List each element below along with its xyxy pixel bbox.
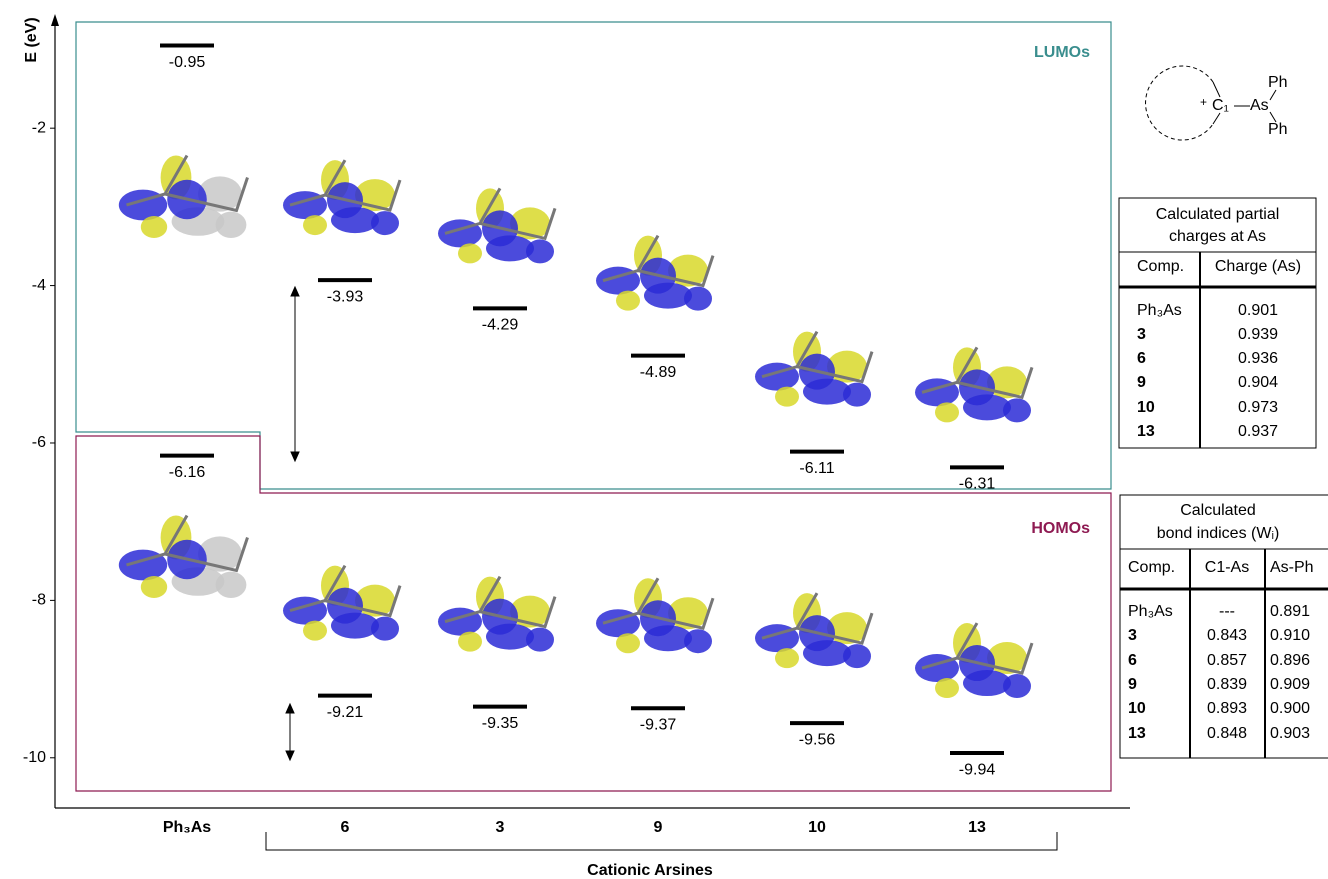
table-cell: 0.839 <box>1207 676 1247 693</box>
orbital <box>526 628 554 652</box>
group-label: Cationic Arsines <box>587 862 713 879</box>
orbital <box>141 216 167 238</box>
orbital <box>1003 398 1031 422</box>
table-cell: 0.900 <box>1270 700 1310 717</box>
table-cell: 13 <box>1137 423 1155 440</box>
table-cell: 0.857 <box>1207 652 1247 669</box>
table-cell: 3 <box>1128 627 1137 644</box>
level-label: -4.89 <box>640 364 677 381</box>
scheme-atom: As <box>1250 97 1269 114</box>
level-label: -6.11 <box>799 460 834 477</box>
orbital <box>843 383 871 407</box>
table-cell: 0.910 <box>1270 627 1310 644</box>
table-cell: 9 <box>1128 676 1137 693</box>
table-cell: 6 <box>1128 652 1137 669</box>
x-tick-label: 9 <box>654 819 663 836</box>
table-cell: 13 <box>1128 725 1146 742</box>
table-title: Calculated <box>1180 502 1256 519</box>
orbital <box>141 576 167 598</box>
orbital <box>458 632 482 652</box>
level-label: -9.37 <box>640 716 677 733</box>
y-tick-label: -10 <box>23 749 46 766</box>
y-tick-label: -2 <box>32 119 46 136</box>
x-tick-label: Ph₃As <box>163 819 211 836</box>
orbital <box>616 633 640 653</box>
table-cell: 6 <box>1137 350 1146 367</box>
table-cell: 0.939 <box>1238 326 1278 343</box>
level-label: -0.95 <box>169 54 206 71</box>
orbital <box>216 212 247 238</box>
scheme-atom: Ph <box>1268 121 1288 138</box>
x-tick-label: 6 <box>341 819 350 836</box>
legend-label: LUMOs <box>1034 44 1090 61</box>
level-label: -9.35 <box>482 715 519 732</box>
table-cell: 0.891 <box>1270 603 1310 620</box>
orbital <box>371 211 399 235</box>
table-cell: 0.937 <box>1238 423 1278 440</box>
scheme-atom: Ph <box>1268 74 1288 91</box>
level-label: -6.31 <box>959 476 996 493</box>
orbital <box>616 291 640 311</box>
table-cell: 0.936 <box>1238 350 1278 367</box>
axis-arrow <box>51 14 59 26</box>
level-label: -9.21 <box>327 704 364 721</box>
orbital <box>684 287 712 311</box>
gap-arrows <box>286 287 299 760</box>
level-label: -4.29 <box>482 317 519 334</box>
x-tick-label: 10 <box>808 819 826 836</box>
y-axis-label: E (eV) <box>23 17 40 62</box>
level-label: -9.56 <box>799 731 836 748</box>
table-header: C1-As <box>1205 559 1249 576</box>
figure: E (eV) Cationic Arsines + C₁ As Ph Ph -2… <box>0 0 1328 879</box>
table-cell: 0.903 <box>1270 725 1310 742</box>
y-tick-label: -8 <box>32 592 46 609</box>
table-cell: 10 <box>1128 700 1146 717</box>
table-cell: 0.973 <box>1238 399 1278 416</box>
level-label: -6.16 <box>169 464 206 481</box>
orbital <box>303 621 327 641</box>
orbital <box>371 617 399 641</box>
table-cell: --- <box>1219 603 1235 620</box>
table-cell: 9 <box>1137 374 1146 391</box>
table-header: Comp. <box>1137 258 1184 275</box>
table-header: Charge (As) <box>1215 258 1301 275</box>
scheme-atom: C₁ <box>1212 97 1229 114</box>
table-cell: Ph₃As <box>1128 603 1173 620</box>
orbital <box>775 387 799 407</box>
level-label: -3.93 <box>327 288 364 305</box>
table-header: As-Ph <box>1270 559 1314 576</box>
table-cell: 0.843 <box>1207 627 1247 644</box>
scheme-charge: + <box>1200 95 1207 109</box>
orbital <box>935 678 959 698</box>
table-cell: 3 <box>1137 326 1146 343</box>
table-title: bond indices (Wᵢ) <box>1157 525 1280 542</box>
table-cell: 0.893 <box>1207 700 1247 717</box>
x-tick-label: 3 <box>496 819 505 836</box>
table-title: charges at As <box>1169 228 1266 245</box>
table-cell: 0.904 <box>1238 374 1278 391</box>
table-cell: 0.848 <box>1207 725 1247 742</box>
table-title: Calculated partial <box>1156 206 1280 223</box>
orbital <box>684 629 712 653</box>
orbital <box>843 644 871 668</box>
table-cell: Ph₃As <box>1137 302 1182 319</box>
legend-label: HOMOs <box>1031 520 1090 537</box>
orbital <box>526 239 554 263</box>
x-tick-label: 13 <box>968 819 986 836</box>
table-header: Comp. <box>1128 559 1175 576</box>
orbital <box>303 215 327 235</box>
orbital <box>935 402 959 422</box>
table-cell: 0.896 <box>1270 652 1310 669</box>
orbital <box>1003 674 1031 698</box>
table-cell: 0.909 <box>1270 676 1310 693</box>
y-tick-label: -6 <box>32 434 46 451</box>
y-tick-label: -4 <box>32 277 46 294</box>
orbital <box>216 572 247 598</box>
orbital <box>458 243 482 263</box>
orbital <box>775 648 799 668</box>
table-cell: 0.901 <box>1238 302 1278 319</box>
level-label: -9.94 <box>959 761 996 778</box>
table-cell: 10 <box>1137 399 1155 416</box>
